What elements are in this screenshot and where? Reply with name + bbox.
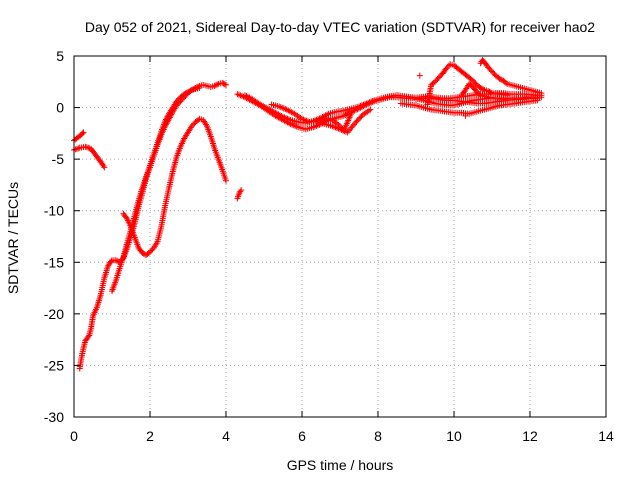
data-point	[83, 144, 90, 151]
data-point	[435, 74, 442, 81]
data-point	[195, 116, 202, 123]
marks-layer	[71, 57, 545, 372]
data-point	[147, 248, 153, 255]
data-point	[485, 88, 492, 95]
data-point	[478, 85, 485, 92]
x-tick-label: 6	[298, 428, 306, 444]
data-point	[219, 79, 226, 86]
data-point	[101, 164, 108, 171]
data-point	[434, 76, 441, 83]
data-point	[497, 76, 504, 83]
data-point	[500, 96, 507, 103]
data-point	[185, 89, 191, 96]
data-point	[353, 118, 360, 125]
y-tick-label: 5	[56, 48, 64, 64]
data-point	[220, 80, 227, 87]
y-tick-label: -15	[44, 254, 64, 270]
data-point	[367, 106, 374, 113]
data-point	[486, 88, 493, 95]
x-tick-label: 10	[446, 428, 462, 444]
data-point	[354, 117, 361, 124]
data-point	[80, 129, 87, 136]
data-point	[477, 84, 484, 91]
data-point	[496, 75, 503, 82]
data-point	[480, 86, 487, 93]
data-point	[490, 69, 497, 76]
data-point	[187, 87, 194, 94]
data-point	[444, 64, 451, 71]
data-point	[85, 144, 92, 151]
data-point	[432, 78, 438, 85]
y-axis-label: SDTVAR / TECUs	[5, 182, 21, 294]
data-point	[190, 121, 197, 128]
y-tick-label: 0	[56, 100, 64, 116]
data-point	[437, 73, 444, 80]
data-point	[416, 72, 423, 79]
data-point	[79, 130, 86, 137]
data-point	[357, 114, 364, 121]
x-axis-label: GPS time / hours	[287, 457, 394, 473]
data-point	[183, 89, 190, 96]
data-point	[115, 258, 122, 265]
data-point	[182, 90, 189, 97]
data-point	[433, 77, 440, 84]
data-point	[348, 109, 355, 116]
x-tick-label: 14	[598, 428, 614, 444]
y-tick-label: -5	[52, 151, 65, 167]
data-point	[73, 145, 80, 152]
data-point	[108, 258, 115, 265]
data-point	[504, 92, 511, 99]
data-point	[476, 91, 483, 98]
data-point	[139, 250, 146, 257]
y-tick-label: -20	[44, 306, 64, 322]
data-point	[173, 98, 180, 105]
data-point	[487, 67, 494, 74]
data-point	[85, 333, 92, 340]
data-point	[212, 82, 219, 89]
data-point	[223, 177, 229, 184]
data-point	[196, 84, 203, 91]
data-point	[211, 82, 218, 89]
data-point	[223, 81, 229, 88]
data-point	[445, 62, 452, 69]
x-tick-label: 0	[70, 428, 78, 444]
data-point	[485, 64, 492, 71]
data-point	[356, 115, 362, 122]
data-point	[462, 112, 469, 119]
data-point	[470, 77, 476, 84]
y-tick-label: -30	[44, 409, 64, 425]
data-point	[188, 123, 195, 130]
plot-frame	[73, 55, 607, 418]
data-point	[489, 68, 495, 75]
data-point	[502, 79, 509, 86]
data-point	[112, 257, 119, 264]
data-point	[221, 81, 228, 88]
x-tick-label: 2	[146, 428, 154, 444]
data-point	[75, 145, 82, 152]
data-point	[238, 187, 245, 194]
data-point	[181, 91, 188, 98]
axes-layer: 0 2 4 6 8 10 12 14 -30 -25 -20 -15 -10 -5 0 5	[44, 48, 614, 444]
data-point	[486, 65, 493, 72]
data-point	[538, 90, 545, 97]
data-point	[174, 97, 181, 104]
data-point	[352, 120, 359, 127]
data-point	[186, 88, 193, 95]
data-point	[72, 146, 79, 153]
data-point	[534, 95, 541, 102]
data-point	[148, 247, 155, 254]
x-tick-label: 4	[222, 428, 230, 444]
data-point	[214, 81, 221, 88]
x-tick-label: 12	[522, 428, 538, 444]
chart-title: Day 052 of 2021, Sidereal Day-to-day VTE…	[85, 19, 595, 35]
data-point	[471, 79, 478, 86]
data-point	[82, 143, 89, 150]
x-tick-label: 8	[374, 428, 382, 444]
y-tick-label: -25	[44, 357, 64, 373]
data-point	[443, 65, 450, 72]
y-tick-label: -10	[44, 203, 64, 219]
data-point	[487, 89, 494, 96]
